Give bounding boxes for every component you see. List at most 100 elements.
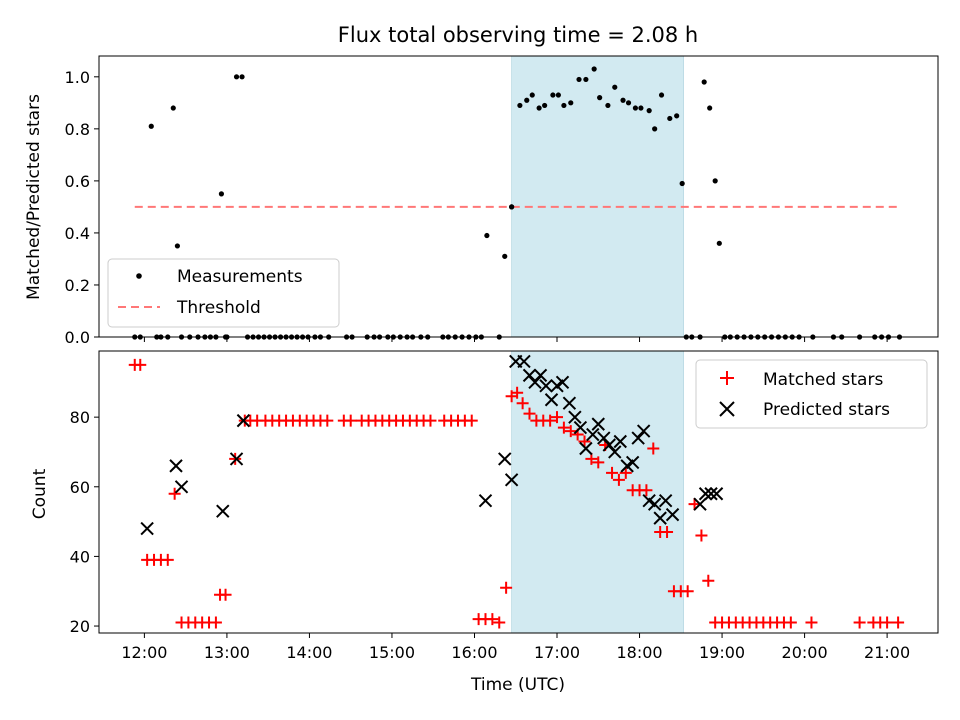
matched-star-marker	[619, 466, 632, 479]
predicted-star-marker	[608, 445, 622, 459]
predicted-star-marker	[236, 413, 251, 428]
bottom-y-label: Count	[30, 468, 50, 519]
measurement-point	[484, 232, 490, 239]
predicted-star-marker	[229, 452, 244, 466]
top-observing-band	[511, 55, 684, 338]
predicted-star-marker	[625, 455, 640, 470]
matched-star-marker	[424, 414, 437, 427]
predicted-star-marker	[140, 521, 154, 536]
predicted-star-marker	[602, 438, 616, 452]
measurement-point	[707, 105, 713, 111]
measurement-point	[712, 178, 718, 184]
top-y-tick-label: 0.2	[65, 276, 90, 295]
measurement-point	[597, 95, 603, 101]
bottom-x-tick-label: 18:00	[616, 643, 662, 662]
matched-star-marker	[344, 414, 357, 427]
matched-star-marker	[523, 407, 536, 420]
top-y-tick-label: 0.8	[65, 120, 90, 139]
predicted-star-marker	[709, 487, 724, 501]
top-legend-frame	[107, 258, 340, 328]
x-axis-label: Time (UTC)	[470, 675, 565, 695]
predicted-star-marker	[555, 375, 570, 390]
matched-star-marker	[557, 421, 570, 434]
legend-threshold-label: Threshold	[176, 298, 261, 318]
bottom-y-tick-label: 40	[70, 547, 90, 566]
chart-title: Flux total observing time = 2.08 h	[338, 23, 698, 47]
predicted-star-marker	[665, 507, 680, 522]
matched-star-marker	[551, 411, 564, 424]
measurement-point	[542, 102, 548, 109]
matched-star-marker	[805, 616, 818, 629]
predicted-star-marker	[528, 375, 542, 390]
bottom-x-tick-label: 20:00	[782, 643, 828, 662]
measurement-point	[561, 102, 567, 109]
matched-star-marker	[892, 616, 905, 629]
bottom-observing-band	[511, 350, 684, 634]
predicted-star-marker	[704, 487, 718, 501]
top-y-tick-label: 0.0	[65, 328, 90, 347]
matched-star-marker	[564, 425, 577, 438]
matched-star-marker	[321, 414, 334, 427]
top-plot-frame	[98, 55, 939, 338]
predicted-star-marker	[517, 354, 531, 369]
matched-star-marker	[647, 442, 660, 455]
matched-star-marker	[853, 616, 866, 629]
measurement-point	[652, 126, 658, 132]
bottom-y-axis: 20 40 60 80	[70, 408, 99, 636]
matched-star-marker	[688, 498, 701, 511]
measurement-point	[638, 105, 644, 111]
predicted-star-marker	[693, 497, 707, 511]
matched-star-marker	[578, 435, 591, 448]
predicted-star-marker	[169, 459, 183, 473]
predicted-star-marker	[647, 497, 662, 511]
predicted-star-marker	[568, 410, 582, 424]
predicted-star-marker	[562, 396, 577, 410]
measurement-point	[174, 243, 180, 249]
top-y-tick-label: 0.6	[65, 172, 90, 191]
measurement-point	[233, 74, 240, 80]
legend-predicted-label: Predicted stars	[763, 400, 890, 420]
predicted-star-marker	[591, 417, 605, 431]
bottom-x-tick-label: 17:00	[534, 643, 580, 662]
predicted-star-marker	[698, 487, 713, 501]
measurement-point	[646, 108, 652, 114]
measurement-point	[612, 84, 618, 90]
matched-star-marker	[592, 456, 605, 469]
measurement-point	[568, 100, 574, 106]
top-legend: Measurements Threshold	[107, 258, 340, 328]
matched-star-marker	[544, 414, 557, 427]
measurement-point	[667, 115, 673, 122]
measurement-point	[583, 76, 589, 83]
top-y-tick-label: 1.0	[65, 68, 90, 87]
matched-star-marker	[465, 414, 478, 427]
top-y-tick-label: 0.4	[65, 224, 90, 243]
measurement-point	[529, 92, 535, 98]
measurement-point	[674, 113, 680, 119]
predicted-star-marker	[658, 493, 673, 508]
matched-star-marker	[134, 358, 147, 371]
bottom-x-tick-label: 13:00	[204, 643, 250, 662]
bottom-x-tick-label: 16:00	[451, 643, 497, 662]
bottom-x-tick-label: 12:00	[121, 643, 167, 662]
matched-star-marker	[486, 613, 499, 626]
measurement-point	[536, 105, 542, 111]
matched-star-marker	[695, 529, 708, 542]
measurement-point	[701, 79, 707, 85]
predicted-stars-series	[140, 354, 724, 536]
predicted-star-marker	[478, 493, 493, 508]
measurement-point	[239, 74, 245, 80]
measurement-point	[509, 204, 515, 210]
bottom-legend-frame	[695, 359, 928, 429]
top-y-label: Matched/Predicted stars	[24, 94, 44, 300]
bottom-plot-frame	[98, 350, 939, 634]
matched-star-marker	[493, 616, 506, 629]
bottom-x-axis: 12:00 13:00 14:00 15:00 16:00 17:00 18:00 19:00…	[121, 633, 910, 662]
predicted-star-marker	[174, 480, 189, 494]
measurement-point	[679, 180, 685, 187]
top-y-axis: 0.0 0.2 0.4 0.6 0.8 1.0	[65, 68, 99, 347]
matched-star-marker	[219, 588, 232, 601]
matched-stars-series	[128, 358, 905, 629]
measurement-point	[218, 191, 225, 197]
predicted-star-marker	[573, 420, 588, 435]
